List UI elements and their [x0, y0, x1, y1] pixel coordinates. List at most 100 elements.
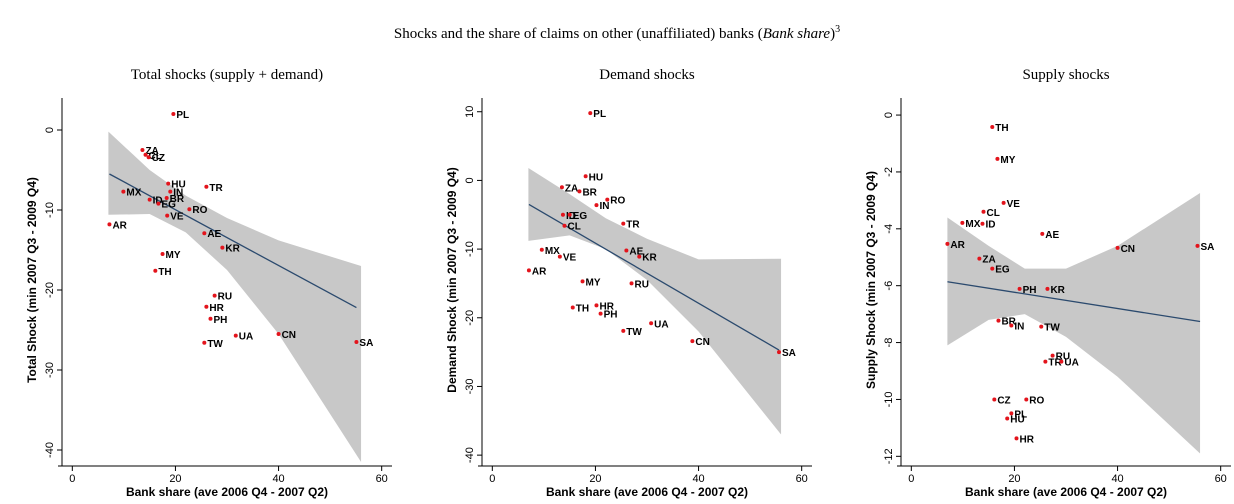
fit-line	[109, 173, 357, 309]
fit-line	[947, 281, 1201, 323]
point-label: MX	[965, 219, 980, 230]
point	[147, 197, 152, 202]
y-tick-label: -30	[44, 362, 56, 378]
x-axis-label: Bank share (ave 2006 Q4 - 2007 Q2)	[126, 485, 328, 499]
point-label: HR	[209, 303, 224, 314]
point-label: EG	[161, 200, 176, 211]
y-tick-label: -2	[883, 167, 895, 177]
point-label: SA	[782, 348, 796, 359]
point-label: KR	[642, 253, 657, 264]
point	[1045, 286, 1050, 291]
point-label: VE	[1007, 199, 1021, 210]
point	[1115, 245, 1120, 250]
point-label: MX	[545, 246, 560, 257]
point	[168, 189, 173, 194]
point	[143, 152, 148, 157]
x-tick-label: 40	[1111, 473, 1123, 485]
point-label: PL	[1014, 409, 1027, 420]
title-superscript: 3	[835, 24, 840, 35]
point	[637, 254, 642, 259]
y-tick-label: -10	[44, 202, 56, 218]
point	[621, 328, 626, 333]
point-label: AE	[207, 229, 221, 240]
point-label: CL	[149, 151, 162, 162]
point	[160, 252, 165, 256]
x-tick-label: 0	[489, 473, 495, 485]
point-label: ZA	[145, 146, 158, 157]
point	[559, 185, 564, 190]
point-label: UA	[239, 332, 253, 343]
point-label: TW	[626, 327, 642, 338]
point	[777, 350, 781, 355]
point-label: CZ	[997, 395, 1010, 406]
y-tick-label: -12	[883, 448, 895, 464]
x-tick-label: 20	[169, 473, 181, 485]
y-tick-label: -20	[464, 310, 476, 326]
y-tick-label: -30	[464, 378, 476, 394]
x-tick-label: 40	[272, 473, 284, 485]
point-label: RU	[1056, 352, 1070, 363]
point-label: RO	[192, 205, 207, 216]
panel-title: Supply shocks	[1022, 67, 1109, 83]
fit-line	[528, 203, 780, 351]
point	[1009, 411, 1014, 416]
point-label: CZ	[152, 153, 165, 164]
point-label: IN	[1014, 322, 1024, 333]
title-part: Shocks and the share of claims on other …	[394, 26, 763, 42]
y-axis-label: Demand Shock (min 2007 Q3 - 2009 Q4)	[445, 167, 459, 392]
x-tick-label: 20	[589, 473, 601, 485]
point	[580, 279, 585, 284]
point-label: RO	[610, 196, 625, 207]
point-label: MY	[1000, 155, 1015, 166]
point	[690, 339, 695, 344]
point-label: KR	[1050, 285, 1065, 296]
panel-title: Demand shocks	[599, 67, 695, 83]
point	[577, 189, 582, 194]
point-label: AE	[629, 246, 643, 257]
point	[598, 311, 603, 316]
point-label: CL	[568, 222, 581, 233]
point	[1017, 286, 1022, 291]
point-label: BR	[170, 194, 185, 205]
point	[526, 268, 531, 273]
point	[560, 212, 565, 217]
point-label: TH	[576, 303, 589, 314]
point	[156, 201, 161, 206]
y-tick-label: 0	[44, 127, 56, 133]
point-label: EG	[995, 265, 1010, 276]
x-tick-label: 0	[69, 473, 75, 485]
panel-title: Total shocks (supply + demand)	[131, 67, 323, 83]
point	[202, 231, 207, 236]
point-label: BR	[1001, 317, 1016, 328]
main-title: Shocks and the share of claims on other …	[394, 24, 840, 42]
point	[996, 318, 1001, 323]
point	[570, 305, 575, 310]
point	[1039, 324, 1044, 329]
y-tick-label: -4	[883, 224, 895, 234]
point	[945, 241, 950, 246]
point	[621, 221, 626, 226]
point-label: TW	[207, 339, 223, 350]
point-label: SA	[1200, 242, 1214, 253]
point-label: AR	[112, 220, 127, 231]
point-label: HR	[599, 301, 614, 312]
point	[1050, 353, 1055, 358]
point	[276, 332, 281, 336]
point	[1195, 243, 1200, 248]
point-label: TH	[158, 267, 171, 278]
point-label: AR	[950, 240, 965, 251]
point-label: IN	[599, 201, 609, 212]
point	[220, 245, 225, 250]
x-tick-label: 0	[908, 473, 914, 485]
x-tick-label: 60	[1215, 473, 1227, 485]
y-tick-label: 10	[464, 106, 476, 118]
point	[208, 316, 213, 321]
point-label: MX	[126, 188, 141, 199]
point-label: MY	[166, 250, 181, 261]
point	[539, 247, 544, 252]
point	[107, 222, 112, 227]
point-label: VE	[170, 212, 184, 223]
point-label: CN	[695, 337, 709, 348]
y-tick-label: -40	[464, 447, 476, 463]
